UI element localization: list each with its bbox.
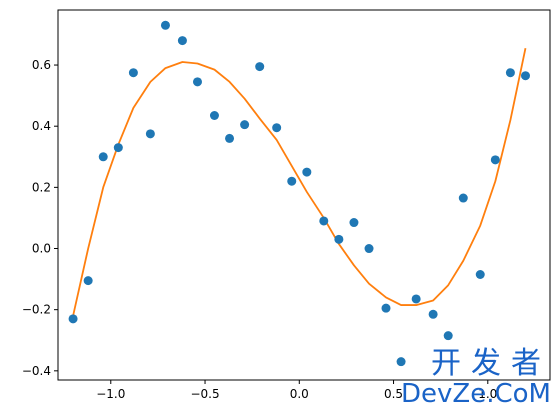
scatter-point [411, 294, 421, 304]
scatter-point [458, 193, 468, 203]
scatter-point [443, 331, 453, 341]
x-tick-label: −0.5 [190, 387, 219, 401]
scatter-point [381, 303, 391, 313]
scatter-layer [68, 20, 530, 367]
y-tick-label: 0.2 [32, 180, 51, 194]
scatter-point [272, 123, 282, 133]
watermark: 开发者 DevZe.CoM [401, 346, 551, 409]
scatter-point [160, 20, 170, 30]
scatter-point [334, 234, 344, 244]
x-tick-label: 0.5 [384, 387, 403, 401]
y-tick-label: 0.0 [32, 242, 51, 256]
scatter-point [319, 216, 329, 226]
scatter-point [128, 68, 138, 78]
scatter-point [520, 71, 530, 81]
scatter-point [364, 244, 374, 254]
scatter-point [68, 314, 78, 324]
scatter-point [98, 152, 108, 162]
scatter-point [192, 77, 202, 87]
fit-line [72, 48, 527, 316]
ticks-layer: −1.0 −0.5 0.0 0.5 1.0 −0.4 −0.2 0.0 0.2 0.4 0.6 [22, 58, 497, 401]
x-tick-label: 1.0 [478, 387, 497, 401]
watermark-line2: DevZe.CoM [401, 379, 551, 409]
scatter-point [287, 176, 297, 186]
scatter-point [396, 357, 406, 367]
scatter-point [83, 276, 93, 286]
scatter-point [302, 167, 312, 177]
scatter-point [505, 68, 515, 78]
scatter-point [490, 155, 500, 165]
y-tick-label: −0.2 [22, 303, 51, 317]
scatter-point [255, 62, 265, 72]
scatter-point [177, 36, 187, 46]
x-tick-label: −1.0 [96, 387, 125, 401]
fit-line-layer [72, 48, 527, 316]
watermark-line1: 开发者 [431, 346, 551, 381]
y-tick-label: −0.4 [22, 364, 51, 378]
scatter-point [225, 133, 235, 143]
scatter-point [240, 120, 250, 130]
x-tick-label: 0.0 [290, 387, 309, 401]
y-tick-label: 0.6 [32, 58, 51, 72]
scatter-point [209, 111, 219, 120]
scatter-point [349, 218, 359, 228]
plot-frame [57, 9, 551, 381]
scatter-point [113, 143, 123, 153]
scatter-point [428, 309, 438, 319]
y-tick-label: 0.4 [32, 119, 51, 133]
scatter-point [475, 270, 485, 279]
scatter-point [145, 129, 155, 139]
